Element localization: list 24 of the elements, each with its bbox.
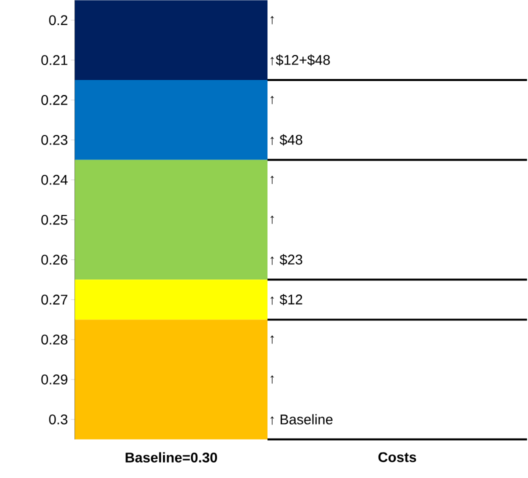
y-tick-label: 0.24 (41, 174, 68, 185)
y-tick-label: 0.22 (41, 94, 68, 105)
annotation: ↑ (270, 335, 274, 344)
annotation: ↑ $23 (270, 254, 302, 266)
annotation: ↑$12+$48 (270, 54, 330, 66)
y-tick-label: 0.3 (49, 414, 68, 424)
y-tick-label: 0.25 (41, 214, 68, 225)
x-tick-label: Baseline=0.30 (126, 452, 218, 462)
annotation: ↑ (270, 16, 274, 24)
y-tick-label: 0.28 (41, 334, 68, 344)
y-tick-label: 0.23 (41, 134, 68, 145)
annotation: ↑ (270, 96, 274, 104)
annotation: ↑ $12 (270, 294, 302, 306)
annotation: ↑ Baseline (270, 414, 333, 425)
annotation: ↑ (270, 375, 274, 384)
y-tick-label: 0.21 (41, 54, 68, 65)
annotation: ↑ (270, 216, 274, 224)
y-tick-label: 0.2 (49, 15, 68, 25)
y-tick-label: 0.29 (41, 374, 68, 384)
x-tick-label: Costs (378, 452, 416, 462)
annotation: ↑ (270, 176, 274, 184)
annotation: ↑ $48 (270, 134, 302, 146)
y-tick-label: 0.27 (41, 294, 68, 304)
y-tick-label: 0.26 (41, 254, 68, 265)
